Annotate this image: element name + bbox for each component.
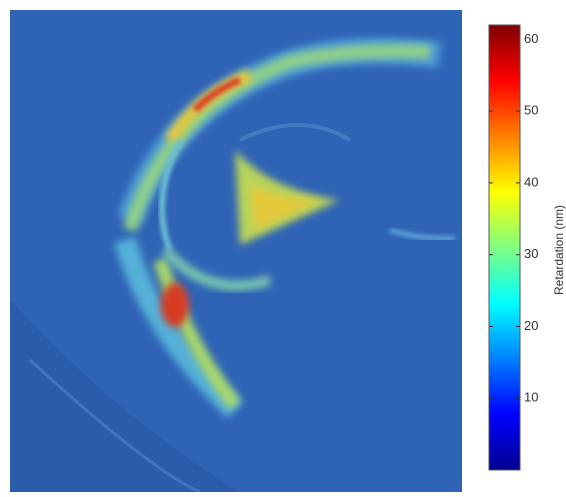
colorbar-tick-label: 50 <box>524 103 538 118</box>
colorbar-tick-label: 40 <box>524 174 538 189</box>
colorbar-tick-label: 10 <box>524 390 538 405</box>
figure: 10 20 30 40 50 60 Retardation (nm) <box>0 0 566 497</box>
colorbar-tick-label: 60 <box>524 31 538 46</box>
colorbar-label: Retardation (nm) <box>552 205 566 295</box>
colorbar-tick-label: 30 <box>524 246 538 261</box>
retardation-image <box>10 10 462 492</box>
colorbar <box>489 25 520 470</box>
colorbar-tick-label: 20 <box>524 318 538 333</box>
